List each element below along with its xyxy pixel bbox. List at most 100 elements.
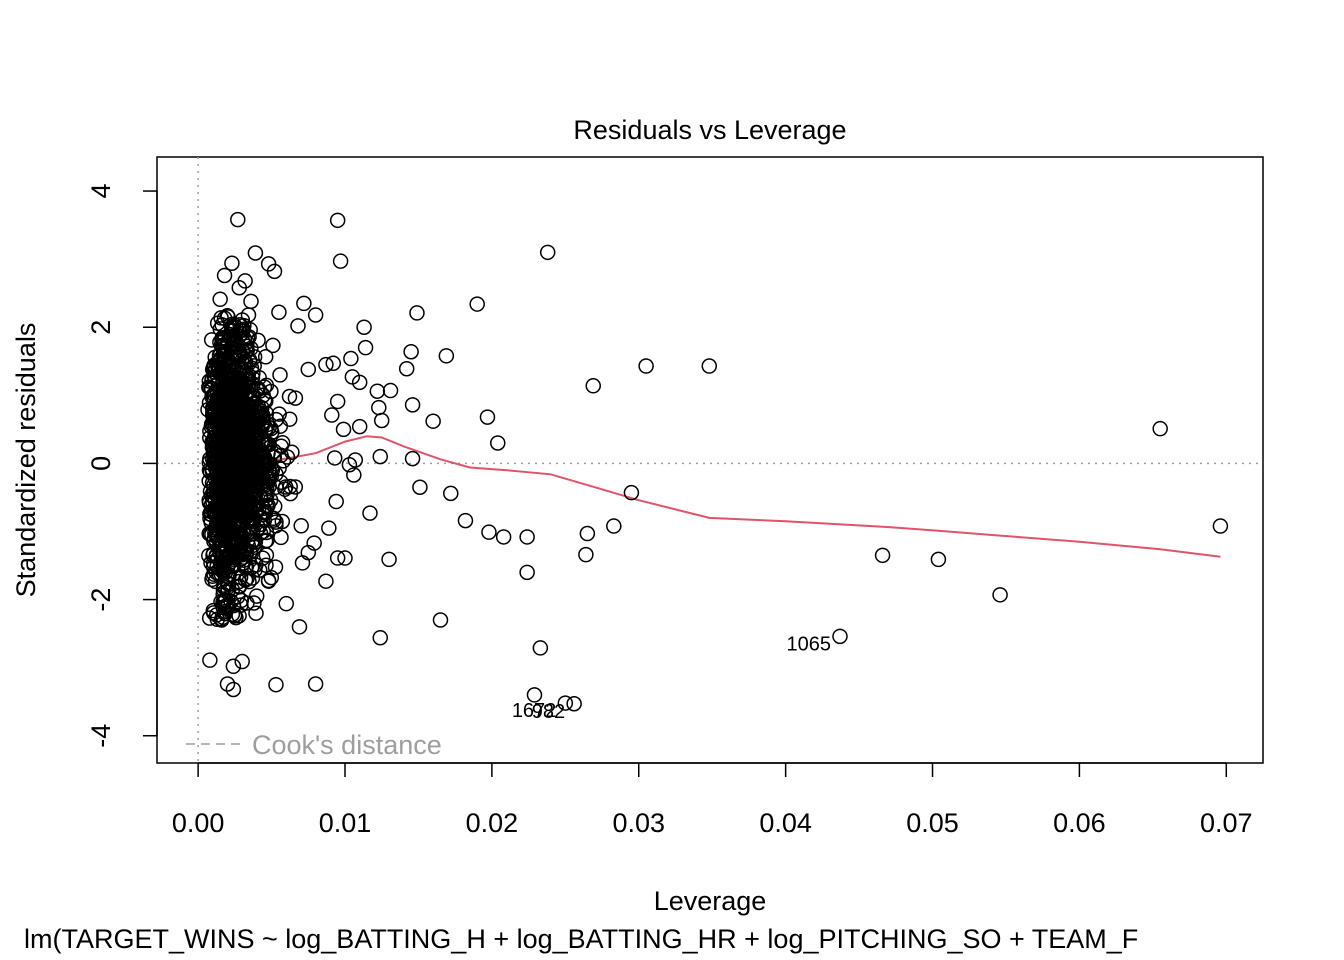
observation-point [235,442,252,459]
y-tick-label: 0 [86,456,116,471]
observation-point [258,547,275,563]
x-tick-label: 0.06 [1053,808,1106,838]
observation-point [249,418,266,434]
data-point [404,450,421,467]
observation-point [254,550,271,566]
data-point [324,407,340,423]
data-point [329,550,346,566]
observation-point [232,569,249,586]
observation-point [209,382,225,398]
data-point [404,397,421,413]
data-point [307,676,324,692]
data-point [519,529,535,545]
data-point [268,676,284,693]
observation-point [220,397,237,413]
data-point [307,307,324,323]
observation-point [243,360,260,376]
data-point [438,348,455,364]
data-point [566,696,582,712]
observation-point [256,449,273,466]
observation-point [217,490,233,506]
reference-lines [157,157,1263,763]
data-point [346,467,362,483]
data-point [578,546,594,563]
data-point [351,418,368,435]
point-label-982: 982 [532,701,565,723]
data-point [606,518,622,534]
observation-point [212,439,228,455]
x-tick-label: 0.04 [759,808,812,838]
observation-point [220,576,237,593]
observation-point [258,557,274,573]
observation-point [282,485,299,502]
data-point [432,612,449,628]
observation-point [248,522,265,538]
data-point [373,412,390,429]
data-point [212,291,228,308]
observation-point [271,406,287,422]
data-point [246,595,262,611]
data-point [479,409,496,425]
observation-point [272,367,288,383]
observation-point [271,460,287,476]
observation-point [237,559,254,576]
x-tick-label: 0.01 [319,808,372,838]
points-layer [200,211,1229,712]
observation-point [227,441,244,458]
data-point [213,612,230,628]
observation-point [214,339,231,355]
observation-point [226,507,243,523]
observation-point [215,413,231,430]
data-point [321,520,337,536]
observation-point [231,328,248,344]
data-point [296,295,312,312]
data-point [638,358,654,374]
observation-point [225,386,241,402]
x-tick-label: 0.07 [1200,808,1253,838]
data-point [224,255,240,271]
data-point [585,378,601,394]
data-point [357,339,374,356]
data-point [225,658,242,675]
data-point [225,681,242,698]
observation-point [215,354,232,371]
observation-point [284,444,300,461]
data-point [230,211,246,228]
data-point [623,484,640,501]
data-point [930,551,947,568]
data-point [347,452,364,468]
observation-point [250,433,266,450]
observation-point [234,343,250,359]
data-point [371,399,387,416]
observation-point [239,595,255,611]
observation-point [215,582,232,598]
x-axis: 0.00 0.01 0.02 0.03 0.04 0.05 0.06 0.07 [172,762,1253,838]
data-point [216,267,233,284]
observation-point [244,369,261,386]
observation-point [215,333,231,350]
observation-point [256,505,273,521]
data-point [291,619,308,635]
observation-point [216,360,232,377]
observation-point [228,537,244,554]
observation-point [201,610,218,626]
data-point [425,413,441,429]
x-tick-label: 0.05 [906,808,959,838]
data-point [266,263,283,280]
observation-point [201,379,217,395]
data-point [701,358,718,374]
chart-title: Residuals vs Leverage [573,115,846,145]
data-point [832,628,848,645]
data-point [519,564,535,581]
data-point [278,595,295,612]
observation-point [204,568,221,584]
observation-point [226,544,242,561]
observation-point [232,529,249,545]
observation-point [236,488,253,504]
legend-label: Cook's distance [252,730,442,760]
observation-point [203,514,219,531]
observation-point [220,478,236,494]
observation-point [203,332,220,348]
observation-point [239,570,255,587]
